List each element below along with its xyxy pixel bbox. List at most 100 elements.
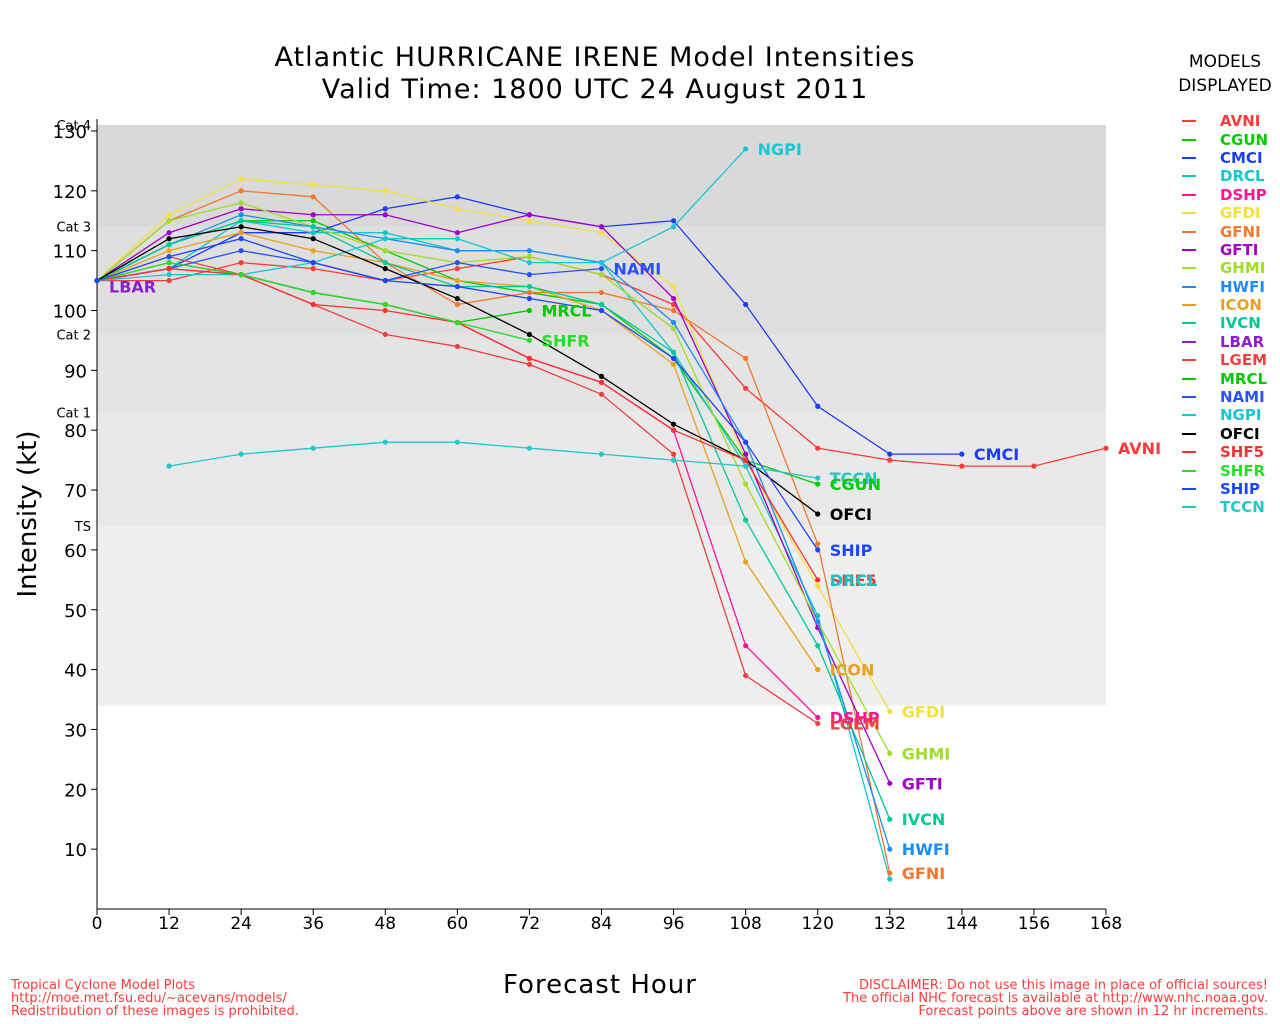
- legend-swatch: [1182, 138, 1196, 141]
- x-tick-label: 156: [1018, 914, 1050, 934]
- legend-label: SHF5: [1220, 443, 1265, 462]
- y-tick-label: 120: [53, 182, 87, 203]
- series-label: IVCN: [902, 810, 945, 829]
- series-ship: [94, 236, 821, 553]
- data-point: [238, 248, 244, 254]
- legend-label: OFCI: [1220, 424, 1260, 443]
- data-point: [526, 331, 533, 338]
- legend-title: MODELS DISPLAYED: [1170, 50, 1280, 98]
- x-tick-label: 24: [230, 914, 252, 934]
- footer-disclaimer: DISCLAIMER: Do not use this image in pla…: [843, 979, 1268, 1018]
- data-point: [382, 307, 388, 314]
- data-point: [454, 295, 460, 302]
- x-tick-label: 144: [946, 914, 978, 934]
- series-line: [96, 220, 891, 820]
- data-point: [598, 272, 605, 278]
- x-axis-label: Forecast Hour: [503, 970, 697, 1000]
- legend-item: ICON: [1182, 296, 1268, 314]
- category-label: Cat 3: [56, 221, 91, 236]
- data-point: [454, 248, 460, 254]
- series-label: AVNI: [1118, 439, 1161, 458]
- data-point: [598, 224, 605, 230]
- data-point: [454, 277, 460, 284]
- data-point: [887, 870, 893, 876]
- series-line: [96, 202, 891, 754]
- legend-label: MRCL: [1220, 369, 1268, 388]
- data-point: [670, 361, 677, 367]
- legend-swatch: [1182, 267, 1196, 270]
- legend-item: TCCN: [1182, 498, 1268, 516]
- data-point: [815, 583, 821, 589]
- data-point: [815, 619, 821, 625]
- data-point: [670, 349, 677, 356]
- data-point: [382, 236, 388, 242]
- x-tick-label: 60: [447, 914, 469, 934]
- data-point: [526, 272, 533, 278]
- data-point: [382, 277, 388, 284]
- data-point: [598, 373, 605, 379]
- data-point: [166, 218, 172, 224]
- chart-title: Atlantic HURRICANE IRENE Model Intensiti…: [274, 42, 916, 73]
- chart-subtitle: Valid Time: 1800 UTC 24 August 2011: [321, 74, 869, 105]
- data-point: [526, 212, 533, 218]
- y-tick-label: 60: [64, 541, 87, 562]
- x-tick-label: 168: [1090, 914, 1122, 934]
- data-point: [526, 307, 533, 314]
- data-point: [670, 307, 677, 314]
- data-point: [670, 355, 677, 361]
- data-point: [959, 463, 965, 469]
- data-point: [166, 266, 172, 272]
- series-ivcn: [94, 218, 893, 822]
- footer-credits-line: http://moe.met.fsu.edu/~acevans/models/: [11, 991, 287, 1006]
- data-point: [382, 331, 388, 338]
- data-point: [887, 846, 893, 852]
- legend: AVNI CGUN CMCI DRCL DSHP GFDI GFNI GFTI GHMI HWFI…: [1182, 112, 1268, 517]
- x-tick-label: 120: [801, 914, 833, 934]
- legend-item: GFDI: [1182, 204, 1268, 222]
- legend-label: GFTI: [1220, 240, 1259, 259]
- legend-item: HWFI: [1182, 278, 1268, 296]
- data-point: [887, 457, 893, 463]
- data-point: [598, 379, 605, 385]
- category-band: [97, 525, 1106, 706]
- data-point: [598, 266, 605, 272]
- series-label: NGPI: [758, 140, 802, 159]
- data-point: [310, 182, 316, 188]
- legend-label: GFNI: [1220, 222, 1261, 241]
- legend-item: OFCI: [1182, 425, 1268, 443]
- data-point: [743, 355, 749, 361]
- footer-disclaimer-line: Forecast points above are shown in 12 hr…: [918, 1004, 1268, 1019]
- series-label: HWFI: [902, 840, 950, 859]
- data-point: [815, 720, 821, 727]
- data-point: [382, 248, 388, 254]
- data-point: [454, 206, 460, 212]
- series-line: [96, 148, 747, 282]
- data-point: [166, 277, 172, 284]
- legend-swatch: [1182, 230, 1196, 233]
- data-point: [94, 277, 100, 284]
- data-point: [743, 451, 749, 457]
- legend-item: SHF5: [1182, 443, 1268, 461]
- legend-swatch: [1182, 377, 1196, 380]
- x-tick-label: 96: [663, 914, 685, 934]
- legend-item: LGEM: [1182, 351, 1268, 369]
- legend-swatch: [1182, 212, 1196, 215]
- data-point: [454, 319, 460, 326]
- legend-swatch: [1182, 414, 1196, 417]
- y-tick-label: 70: [64, 481, 87, 502]
- data-point: [310, 224, 316, 230]
- data-point: [815, 643, 821, 649]
- data-point: [670, 427, 677, 433]
- y-tick-label: 50: [64, 601, 87, 622]
- footer-disclaimer-line: The official NHC forecast is available a…: [843, 991, 1268, 1006]
- legend-swatch: [1182, 175, 1196, 178]
- data-point: [310, 230, 316, 236]
- data-point: [526, 445, 533, 451]
- y-tick-label: 110: [53, 242, 87, 263]
- data-point: [887, 708, 893, 715]
- data-point: [382, 439, 388, 445]
- series-label: ICON: [830, 661, 875, 680]
- data-point: [454, 283, 460, 290]
- legend-swatch: [1182, 248, 1196, 251]
- legend-label: NAMI: [1220, 388, 1265, 407]
